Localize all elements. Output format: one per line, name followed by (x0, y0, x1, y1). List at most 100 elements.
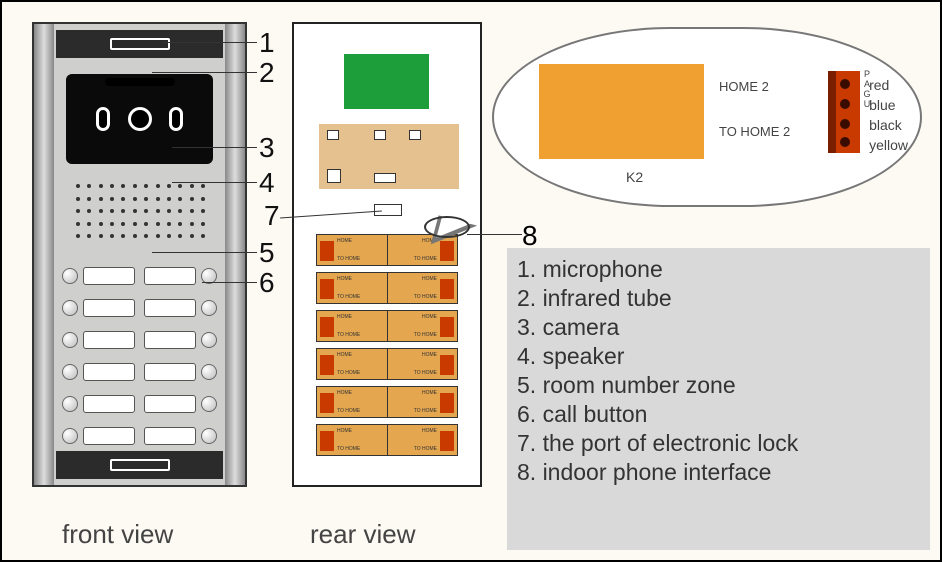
call-button[interactable] (62, 268, 78, 284)
board-connector (320, 431, 334, 451)
room-number-plate (83, 267, 135, 285)
speaker-dot (167, 222, 171, 226)
call-button[interactable] (201, 300, 217, 316)
board-connector (320, 279, 334, 299)
board-divider (387, 387, 388, 417)
board-divider (387, 311, 388, 341)
room-number-plate (144, 331, 196, 349)
call-button-row (68, 392, 211, 417)
call-button-row (68, 360, 211, 385)
connector-pin (840, 99, 850, 109)
board-text: TO HOME (337, 408, 360, 414)
speaker-dot (133, 184, 137, 188)
call-button[interactable] (62, 332, 78, 348)
side-rail-left (34, 24, 54, 485)
wire-yellow-label: yellow (869, 135, 908, 155)
callout-7: 7 (264, 200, 280, 232)
room-number-plate (144, 395, 196, 413)
call-button[interactable] (62, 300, 78, 316)
room-number-plate (144, 427, 196, 445)
board-connector (440, 317, 454, 337)
board-text: HOME (337, 390, 352, 396)
microphone-slot (105, 78, 175, 86)
speaker-dot (144, 209, 148, 213)
detail-tohome2-label: TO HOME 2 (719, 124, 790, 139)
room-number-plate (83, 331, 135, 349)
speaker-dot (190, 184, 194, 188)
speaker-dot (99, 184, 103, 188)
zoom-source-ring (424, 216, 470, 238)
wire-black-label: black (869, 115, 908, 135)
speaker-dot (144, 197, 148, 201)
interface-board-row: HOME TO HOME HOME TO HOME (316, 348, 458, 380)
legend-row-2: 2. infrared tube (517, 285, 920, 312)
leader-2 (152, 72, 257, 73)
speaker-dot (133, 197, 137, 201)
speaker-dot (121, 222, 125, 226)
board-connector (320, 393, 334, 413)
callout-5: 5 (259, 237, 275, 269)
pcb-green-board (344, 54, 429, 109)
speaker-dot (201, 234, 205, 238)
room-number-plate (144, 267, 196, 285)
call-button[interactable] (201, 396, 217, 412)
interface-board-row: HOMETO HOMEHOMETO HOME (316, 310, 458, 342)
leader-8 (467, 234, 522, 235)
call-button-panel (68, 264, 211, 456)
board-text: HOME (422, 390, 437, 396)
speaker-dot (190, 234, 194, 238)
board-text: TO HOME (337, 370, 360, 376)
callout-2: 2 (259, 57, 275, 89)
speaker-dot (167, 234, 171, 238)
call-button-row (68, 296, 211, 321)
leader-6 (202, 282, 257, 283)
speaker-dot (167, 209, 171, 213)
interface-board-row: HOMETO HOMEHOMETO HOME (316, 272, 458, 304)
call-button[interactable] (62, 364, 78, 380)
speaker-dot (190, 197, 194, 201)
speaker-dot (144, 184, 148, 188)
board-text: HOME (337, 352, 352, 358)
speaker-dot (201, 184, 205, 188)
connector-pin (840, 119, 850, 129)
board-connector (440, 279, 454, 299)
speaker-dot (87, 222, 91, 226)
room-number-plate (83, 395, 135, 413)
call-button[interactable] (201, 428, 217, 444)
rear-view-panel: HOME TO HOME HOME TO HOME HOME TO HOME HOME TO … (292, 22, 482, 487)
call-button[interactable] (62, 428, 78, 444)
speaker-dot (190, 222, 194, 226)
speaker-dot (76, 222, 80, 226)
board-text: TO HOME (414, 294, 437, 300)
call-button[interactable] (62, 396, 78, 412)
speaker-dot (178, 222, 182, 226)
speaker-dot (99, 209, 103, 213)
speaker-dot (87, 209, 91, 213)
board-divider (387, 425, 388, 455)
board-text: TO HOME (414, 370, 437, 376)
speaker-grid (76, 184, 203, 242)
interface-board-row: HOMETO HOMEHOMETO HOME (316, 424, 458, 456)
detail-k2-label: K2 (626, 169, 643, 185)
call-button[interactable] (201, 332, 217, 348)
wire-blue-label: blue (869, 95, 908, 115)
legend-box: 1. microphone 2. infrared tube 3. camera… (507, 248, 930, 550)
legend-row-7: 7. the port of electronic lock (517, 430, 920, 457)
top-cap (56, 30, 223, 58)
legend-row-3: 3. camera (517, 314, 920, 341)
board-text: HOME (422, 314, 437, 320)
wire-red-label: red (869, 75, 908, 95)
call-button-row (68, 424, 211, 449)
speaker-dot (121, 197, 125, 201)
call-button[interactable] (201, 364, 217, 380)
speaker-dot (110, 197, 114, 201)
leader-5 (152, 252, 257, 253)
board-text: HOME (422, 276, 437, 282)
detail-bubble: HOME 2 TO HOME 2 K2 PAGU red blue black … (492, 27, 922, 207)
board-text: HOME (422, 352, 437, 358)
infrared-tube-left (96, 107, 110, 131)
board-text: HOME (422, 428, 437, 434)
front-view-panel (32, 22, 247, 487)
board-divider (387, 273, 388, 303)
board-connector (320, 317, 334, 337)
